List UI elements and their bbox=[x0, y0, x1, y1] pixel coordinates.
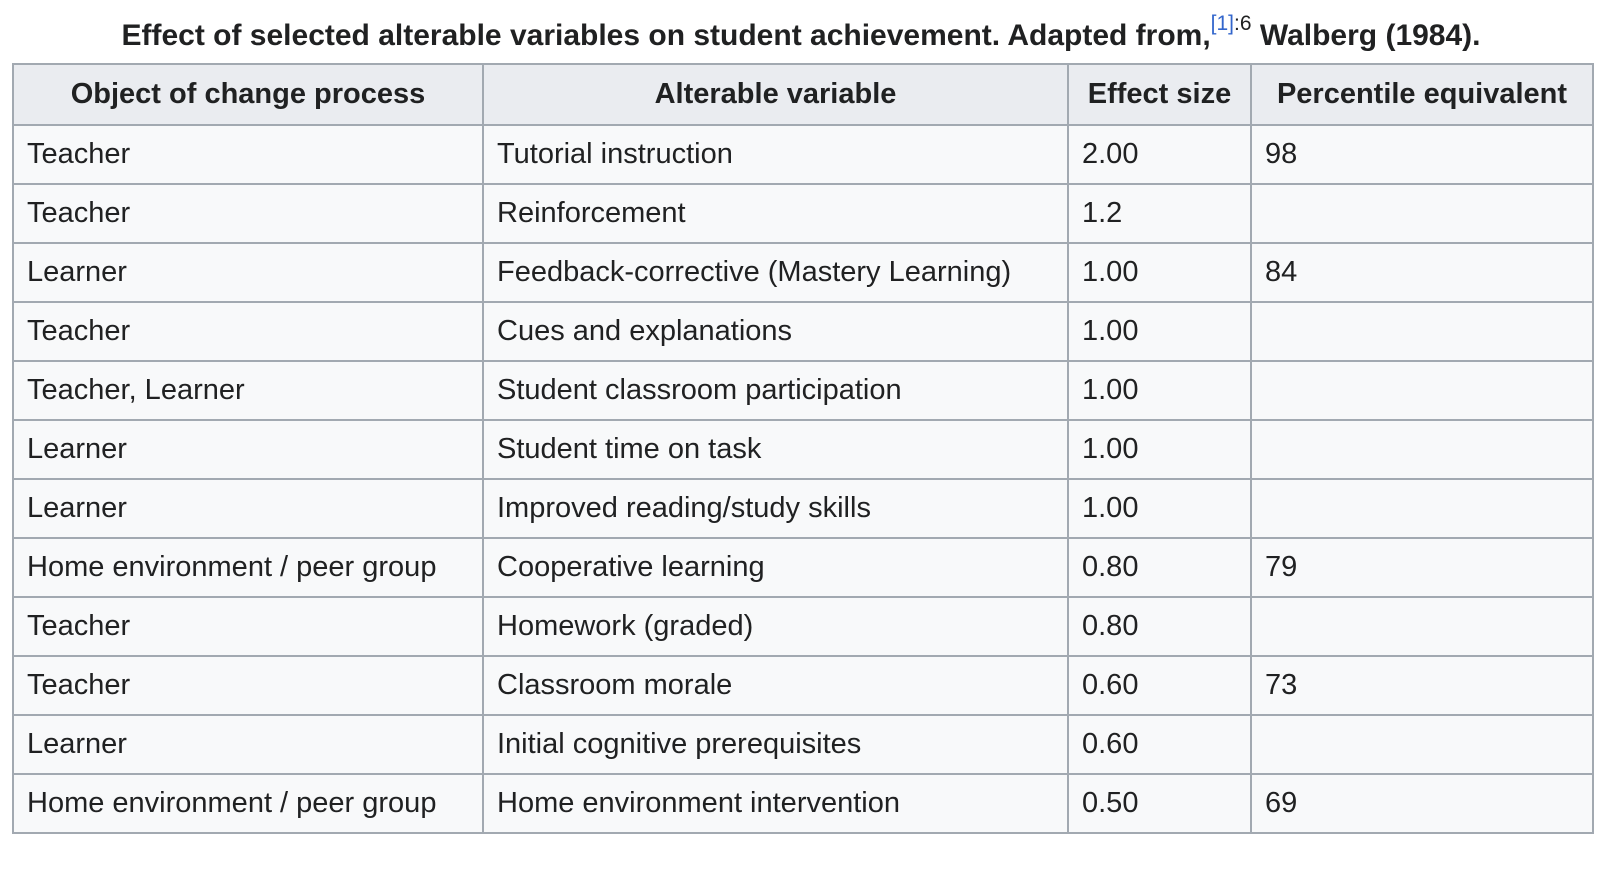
cell-object-of-change: Teacher, Learner bbox=[12, 360, 484, 421]
cell-percentile-equivalent: 73 bbox=[1250, 655, 1594, 716]
cell-percentile-equivalent bbox=[1250, 183, 1594, 244]
cell-object-of-change: Teacher bbox=[12, 655, 484, 716]
cell-effect-size: 2.00 bbox=[1067, 124, 1252, 185]
cell-effect-size: 1.00 bbox=[1067, 242, 1252, 303]
table-body: Teacher Tutorial instruction 2.00 98 Teacher… bbox=[12, 124, 1594, 834]
cell-object-of-change: Learner bbox=[12, 419, 484, 480]
cell-object-of-change: Teacher bbox=[12, 183, 484, 244]
cell-alterable-variable: Reinforcement bbox=[482, 183, 1069, 244]
cell-effect-size: 0.80 bbox=[1067, 537, 1252, 598]
cell-object-of-change: Teacher bbox=[12, 301, 484, 362]
table-row: Teacher Homework (graded) 0.80 bbox=[12, 596, 1594, 657]
cell-percentile-equivalent: 79 bbox=[1250, 537, 1594, 598]
cell-alterable-variable: Tutorial instruction bbox=[482, 124, 1069, 185]
cell-alterable-variable: Feedback-corrective (Mastery Learning) bbox=[482, 242, 1069, 303]
cell-object-of-change: Home environment / peer group bbox=[12, 537, 484, 598]
effect-size-table: Object of change process Alterable varia… bbox=[12, 63, 1594, 834]
cell-percentile-equivalent bbox=[1250, 596, 1594, 657]
citation-superscript: [1]:6 bbox=[1211, 12, 1252, 35]
cell-effect-size: 1.00 bbox=[1067, 360, 1252, 421]
table-caption: Effect of selected alterable variables o… bbox=[0, 12, 1602, 58]
cell-alterable-variable: Initial cognitive prerequisites bbox=[482, 714, 1069, 775]
cell-object-of-change: Learner bbox=[12, 714, 484, 775]
column-header-percentile-equivalent: Percentile equivalent bbox=[1250, 63, 1594, 126]
table-row: Home environment / peer group Home enviro… bbox=[12, 773, 1594, 834]
cell-alterable-variable: Student time on task bbox=[482, 419, 1069, 480]
column-header-object-of-change: Object of change process bbox=[12, 63, 484, 126]
cell-percentile-equivalent bbox=[1250, 301, 1594, 362]
cell-effect-size: 1.00 bbox=[1067, 301, 1252, 362]
table-row: Learner Feedback-corrective (Mastery Lear… bbox=[12, 242, 1594, 303]
cell-object-of-change: Home environment / peer group bbox=[12, 773, 484, 834]
table-row: Teacher, Learner Student classroom partic… bbox=[12, 360, 1594, 421]
cell-alterable-variable: Student classroom participation bbox=[482, 360, 1069, 421]
table-row: Learner Student time on task 1.00 bbox=[12, 419, 1594, 480]
cell-percentile-equivalent: 98 bbox=[1250, 124, 1594, 185]
table-row: Learner Initial cognitive prerequisites 0.… bbox=[12, 714, 1594, 775]
table-row: Teacher Reinforcement 1.2 bbox=[12, 183, 1594, 244]
table-row: Teacher Tutorial instruction 2.00 98 bbox=[12, 124, 1594, 185]
cell-object-of-change: Learner bbox=[12, 478, 484, 539]
column-header-effect-size: Effect size bbox=[1067, 63, 1252, 126]
cell-effect-size: 1.00 bbox=[1067, 419, 1252, 480]
cell-percentile-equivalent: 69 bbox=[1250, 773, 1594, 834]
cell-effect-size: 0.60 bbox=[1067, 655, 1252, 716]
cell-effect-size: 1.2 bbox=[1067, 183, 1252, 244]
table-row: Teacher Classroom morale 0.60 73 bbox=[12, 655, 1594, 716]
cell-object-of-change: Teacher bbox=[12, 596, 484, 657]
table-row: Teacher Cues and explanations 1.00 bbox=[12, 301, 1594, 362]
cell-effect-size: 0.80 bbox=[1067, 596, 1252, 657]
cell-object-of-change: Learner bbox=[12, 242, 484, 303]
citation-page: :6 bbox=[1234, 12, 1252, 35]
cell-percentile-equivalent bbox=[1250, 419, 1594, 480]
cell-percentile-equivalent bbox=[1250, 714, 1594, 775]
cell-effect-size: 0.60 bbox=[1067, 714, 1252, 775]
cell-alterable-variable: Classroom morale bbox=[482, 655, 1069, 716]
cell-percentile-equivalent: 84 bbox=[1250, 242, 1594, 303]
table-row: Home environment / peer group Cooperative… bbox=[12, 537, 1594, 598]
column-header-alterable-variable: Alterable variable bbox=[482, 63, 1069, 126]
table-row: Learner Improved reading/study skills 1.00 bbox=[12, 478, 1594, 539]
table-header-row: Object of change process Alterable varia… bbox=[12, 63, 1594, 126]
cell-alterable-variable: Improved reading/study skills bbox=[482, 478, 1069, 539]
cell-object-of-change: Teacher bbox=[12, 124, 484, 185]
cell-alterable-variable: Homework (graded) bbox=[482, 596, 1069, 657]
citation-link[interactable]: [1] bbox=[1210, 12, 1235, 35]
caption-author: Walberg (1984). bbox=[1251, 19, 1481, 52]
cell-percentile-equivalent bbox=[1250, 478, 1594, 539]
cell-effect-size: 1.00 bbox=[1067, 478, 1252, 539]
caption-text: Effect of selected alterable variables o… bbox=[121, 19, 1211, 52]
cell-alterable-variable: Cooperative learning bbox=[482, 537, 1069, 598]
cell-effect-size: 0.50 bbox=[1067, 773, 1252, 834]
cell-alterable-variable: Home environment intervention bbox=[482, 773, 1069, 834]
cell-percentile-equivalent bbox=[1250, 360, 1594, 421]
cell-alterable-variable: Cues and explanations bbox=[482, 301, 1069, 362]
